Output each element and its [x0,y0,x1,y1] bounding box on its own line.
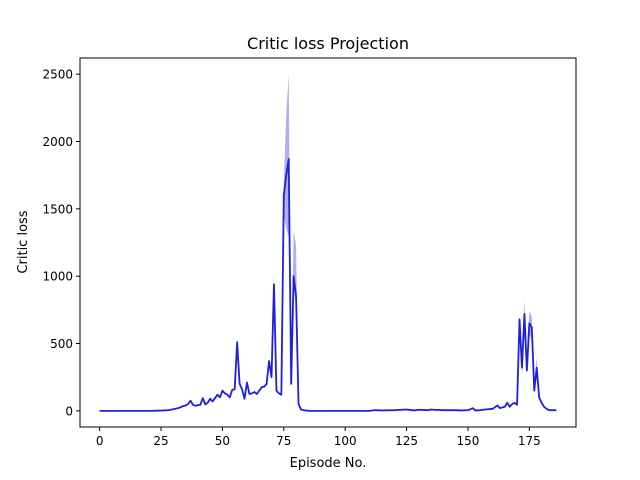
y-tick-label: 2500 [42,68,73,82]
y-axis-label: Critic loss [16,210,31,273]
x-tick-label: 25 [153,434,168,448]
y-tick-label: 500 [50,337,73,351]
y-tick-label: 2000 [42,135,73,149]
y-axis: 0 500 1000 1500 2000 2500 [42,68,80,418]
chart-title: Critic loss Projection [247,34,409,53]
plot-frame [79,57,577,428]
x-tick-label: 150 [457,434,480,448]
y-tick-label: 1500 [42,202,73,216]
x-tick-label: 50 [215,434,230,448]
x-axis: 0 25 50 75 100 125 150 175 [96,427,541,448]
x-tick-label: 0 [96,434,104,448]
series-0-line [99,158,557,412]
y-tick-label: 1000 [42,270,73,284]
x-axis-label: Episode No. [290,456,367,471]
y-tick-label: 0 [65,404,73,418]
x-tick-label: 175 [518,434,541,448]
x-tick-label: 75 [276,434,291,448]
x-tick-label: 125 [395,434,418,448]
plot-area [99,74,557,412]
x-tick-label: 100 [334,434,357,448]
